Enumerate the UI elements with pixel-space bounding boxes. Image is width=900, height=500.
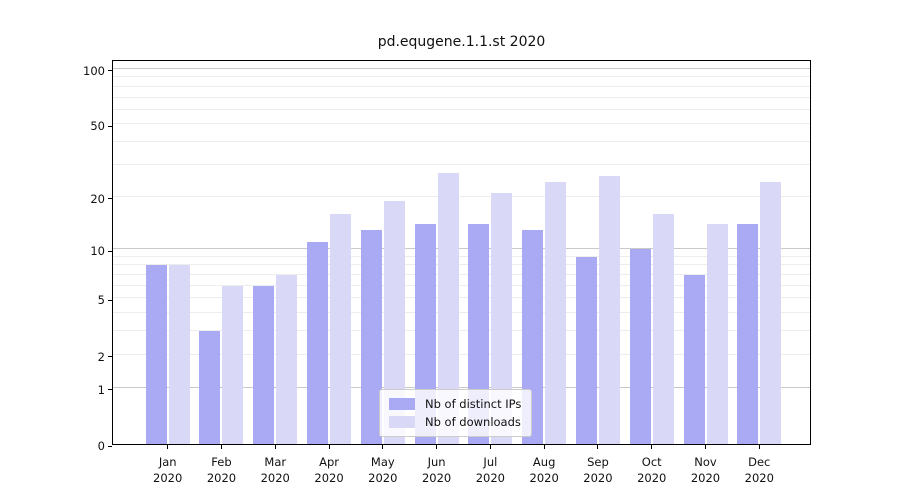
gridline-major-1: [113, 386, 810, 388]
bar-ips-apr: [307, 242, 329, 444]
y-tick-label-5: 5: [97, 293, 105, 308]
x-tick-label-mar: Mar 2020: [260, 455, 290, 485]
legend-swatch-distinct-ips: [389, 398, 415, 410]
x-tick-label-dec: Dec 2020: [744, 455, 774, 485]
y-tick-2: [108, 356, 112, 358]
gridline-minor-8: [113, 264, 810, 266]
gridline-minor-60: [113, 108, 810, 110]
gridline-minor-50: [113, 123, 810, 125]
legend: Nb of distinct IPs Nb of downloads: [379, 389, 533, 437]
chart-title: pd.equgene.1.1.st 2020: [377, 34, 546, 50]
legend-label-downloads: Nb of downloads: [425, 415, 521, 429]
gridline-minor-2: [113, 353, 810, 355]
x-tick-jan: [167, 445, 169, 449]
bar-downloads-apr: [330, 213, 352, 444]
gridline-major-10: [113, 248, 810, 250]
y-tick-5: [108, 299, 112, 301]
x-tick-label-sep: Sep 2020: [583, 455, 613, 485]
gridline-minor-90: [113, 76, 810, 78]
bar-ips-dec: [737, 223, 759, 444]
x-tick-label-jan: Jan 2020: [153, 455, 183, 485]
gridline-minor-20: [113, 195, 810, 197]
bar-downloads-jul: [491, 192, 513, 444]
plot-area: Nb of distinct IPs Nb of downloads 0 1 2 5 1…: [83, 60, 811, 485]
gridline-major-100: [113, 67, 810, 69]
legend-item-downloads: Nb of downloads: [389, 415, 521, 429]
x-tick-label-jul: Jul 2020: [475, 455, 506, 485]
gridline-minor-4: [113, 312, 810, 314]
bar-ips-jan: [145, 265, 167, 444]
y-tick-label-20: 20: [90, 191, 105, 206]
bar-downloads-feb: [222, 285, 244, 444]
x-tick-label-may: May 2020: [368, 455, 398, 485]
bar-ips-oct: [629, 249, 651, 444]
x-tick-jul: [489, 445, 491, 449]
x-tick-jun: [436, 445, 438, 449]
x-tick-label-apr: Apr 2020: [314, 455, 344, 485]
y-tick-label-1: 1: [97, 382, 105, 397]
x-tick-label-nov: Nov 2020: [690, 455, 721, 485]
bar-ips-jun: [414, 223, 436, 444]
gridline-minor-70: [113, 96, 810, 98]
y-tick-label-50: 50: [90, 119, 105, 134]
bar-downloads-jun: [437, 173, 459, 444]
gridline-minor-9: [113, 255, 810, 257]
bar-downloads-sep: [598, 176, 620, 444]
x-tick-label-aug: Aug 2020: [529, 455, 559, 485]
gridline-minor-80: [113, 85, 810, 87]
bar-ips-sep: [575, 256, 597, 444]
x-tick-oct: [651, 445, 653, 449]
x-tick-label-feb: Feb 2020: [206, 455, 237, 485]
y-tick-10: [108, 250, 112, 252]
bar-ips-feb: [199, 331, 221, 444]
gridline-minor-6: [113, 284, 810, 286]
x-tick-feb: [220, 445, 222, 449]
y-tick-label-10: 10: [90, 244, 105, 259]
y-tick-100: [108, 70, 112, 72]
x-tick-aug: [543, 445, 545, 449]
gridline-minor-3: [113, 330, 810, 332]
y-tick-0: [108, 445, 112, 447]
gridline-minor-30: [113, 163, 810, 165]
gridline-minor-40: [113, 141, 810, 143]
bar-downloads-nov: [706, 223, 728, 444]
bar-downloads-oct: [652, 213, 674, 444]
bar-ips-may: [360, 229, 382, 444]
legend-label-distinct-ips: Nb of distinct IPs: [425, 397, 522, 411]
x-tick-may: [382, 445, 384, 449]
y-tick-label-0: 0: [97, 439, 105, 453]
bar-ips-jul: [468, 223, 490, 444]
x-tick-sep: [597, 445, 599, 449]
bar-downloads-mar: [276, 275, 298, 444]
x-tick-dec: [758, 445, 760, 449]
y-tick-1: [108, 389, 112, 391]
legend-item-distinct-ips: Nb of distinct IPs: [389, 397, 521, 411]
bar-ips-mar: [253, 285, 275, 444]
y-tick-label-100: 100: [83, 63, 105, 78]
gridline-minor-7: [113, 273, 810, 275]
bar-ips-nov: [683, 275, 705, 444]
bar-downloads-dec: [760, 182, 782, 444]
bar-downloads-may: [383, 200, 405, 444]
bar-downloads-jan: [168, 265, 190, 444]
x-tick-label-oct: Oct 2020: [637, 455, 667, 485]
x-tick-label-jun: Jun 2020: [421, 455, 452, 485]
gridline-minor-5: [113, 297, 810, 299]
legend-swatch-downloads: [389, 416, 415, 428]
y-tick-label-2: 2: [97, 349, 105, 364]
bar-downloads-aug: [545, 182, 567, 444]
x-tick-mar: [274, 445, 276, 449]
x-tick-nov: [705, 445, 706, 449]
y-tick-50: [108, 125, 112, 127]
x-tick-apr: [328, 445, 330, 449]
y-tick-20: [108, 198, 112, 199]
